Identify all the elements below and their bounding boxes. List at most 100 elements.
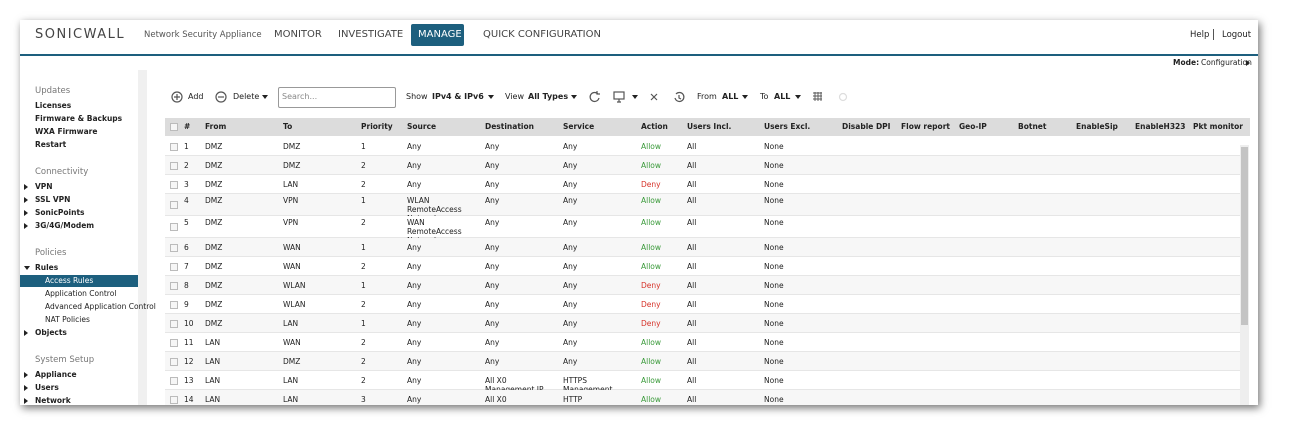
sidebar-item[interactable]: 3G/4G/Modem: [35, 221, 95, 230]
table-cell: LAN: [205, 376, 221, 385]
table-cell: Any: [485, 196, 500, 205]
row-bg: [165, 216, 1240, 238]
table-cell: All: [687, 395, 697, 404]
sidebar-item[interactable]: SSL VPN: [35, 195, 71, 204]
sidebar-subitem[interactable]: NAT Policies: [45, 315, 90, 324]
table-cell: Any: [563, 180, 578, 189]
table-cell: All: [687, 243, 697, 252]
view-value: All Types: [528, 92, 569, 101]
table-cell: All: [687, 262, 697, 271]
row-bg: [165, 194, 1240, 216]
row-bg: [165, 156, 1240, 175]
sidebar-subitem[interactable]: Access Rules: [45, 276, 94, 285]
toolbar-add[interactable]: Add: [188, 92, 204, 101]
search-box[interactable]: [278, 87, 396, 108]
sidebar-item[interactable]: Appliance: [35, 370, 77, 379]
checkbox[interactable]: [170, 357, 178, 366]
table-cell: Allow: [641, 161, 662, 170]
checkbox[interactable]: [170, 123, 178, 131]
nav-item[interactable]: MANAGE: [418, 29, 462, 40]
column-header: Destination: [485, 122, 534, 131]
checkbox[interactable]: [170, 300, 178, 309]
table-cell: 3: [361, 395, 366, 404]
checkbox[interactable]: [170, 201, 178, 209]
table-cell: 2: [361, 338, 366, 347]
table-cell: Any: [407, 281, 422, 290]
table-cell: Deny: [641, 300, 661, 309]
table-cell: 3: [184, 180, 189, 189]
table-cell: None: [764, 218, 784, 227]
table-cell: 10: [184, 319, 194, 328]
checkbox[interactable]: [170, 338, 178, 347]
table-cell: Any: [407, 300, 422, 309]
table-cell: DMZ: [205, 281, 223, 290]
toolbar-delete[interactable]: Delete: [233, 92, 260, 101]
sidebar-item[interactable]: Users: [35, 383, 59, 392]
top-bar: [20, 20, 1258, 56]
table-cell: Any: [563, 300, 578, 309]
column-header: Botnet: [1018, 122, 1047, 131]
nav-item[interactable]: INVESTIGATE: [338, 29, 404, 40]
sidebar-item[interactable]: Licenses: [35, 101, 72, 110]
checkbox[interactable]: [170, 223, 178, 231]
checkbox[interactable]: [170, 142, 178, 151]
product-name: Network Security Appliance: [144, 30, 262, 40]
caret: [795, 95, 801, 99]
checkbox[interactable]: [170, 395, 178, 404]
table-cell: Any: [407, 338, 422, 347]
nav-item[interactable]: MONITOR: [274, 29, 322, 40]
table-cell: 9: [184, 300, 189, 309]
table-cell: All: [687, 180, 697, 189]
sidebar-subitem[interactable]: Application Control: [45, 289, 117, 298]
table-cell: 1: [361, 243, 366, 252]
table-cell: Any: [563, 243, 578, 252]
sidebar-item[interactable]: Restart: [35, 140, 67, 149]
sidebar-subitem[interactable]: Advanced Application Control: [45, 302, 156, 311]
table-cell: Deny: [641, 319, 661, 328]
checkbox[interactable]: [170, 319, 178, 328]
checkbox[interactable]: [170, 243, 178, 252]
table-cell: None: [764, 319, 784, 328]
checkbox[interactable]: [170, 262, 178, 271]
checkbox[interactable]: [170, 281, 178, 290]
table-cell: DMZ: [205, 243, 223, 252]
table-cell: 11: [184, 338, 194, 347]
table-cell: None: [764, 357, 784, 366]
caret: [742, 95, 748, 99]
nav-item[interactable]: QUICK CONFIGURATION: [483, 29, 601, 40]
show-value: IPv4 & IPv6: [432, 92, 484, 101]
table-cell: 13: [184, 376, 194, 385]
sidebar-item[interactable]: Firmware & Backups: [35, 114, 123, 123]
table-cell: WLAN: [283, 281, 306, 290]
header-link[interactable]: Logout: [1222, 30, 1252, 40]
table-cell: None: [764, 142, 784, 151]
sidebar-item[interactable]: Network: [35, 396, 71, 405]
caret: [24, 385, 28, 391]
table-cell: Any: [563, 338, 578, 347]
checkbox[interactable]: [170, 376, 178, 385]
column-header: #: [184, 122, 191, 131]
sidebar-section: Updates: [35, 86, 71, 96]
table-cell: Any: [485, 357, 500, 366]
sidebar-item[interactable]: Rules: [35, 263, 59, 272]
sidebar-item[interactable]: SonicPoints: [35, 208, 85, 217]
sidebar-item[interactable]: Objects: [35, 328, 67, 337]
checkbox[interactable]: [170, 161, 178, 170]
checkbox[interactable]: [170, 180, 178, 189]
row-bg: [165, 295, 1240, 314]
column-header: Pkt monitor: [1193, 122, 1243, 131]
table-cell: Deny: [641, 281, 661, 290]
table-cell: All: [687, 338, 697, 347]
table-cell: Any: [407, 376, 422, 385]
table-cell: Any: [407, 142, 422, 151]
caret: [571, 95, 577, 99]
table-cell: Any: [485, 281, 500, 290]
table-cell: 1: [361, 142, 366, 151]
header-link[interactable]: Help: [1190, 30, 1210, 40]
sidebar-item[interactable]: WXA Firmware: [35, 127, 98, 136]
sidebar-scrollbar: [138, 70, 147, 405]
table-cell: 1: [361, 281, 366, 290]
sidebar-item[interactable]: VPN: [35, 182, 53, 191]
table-cell: Any: [563, 281, 578, 290]
